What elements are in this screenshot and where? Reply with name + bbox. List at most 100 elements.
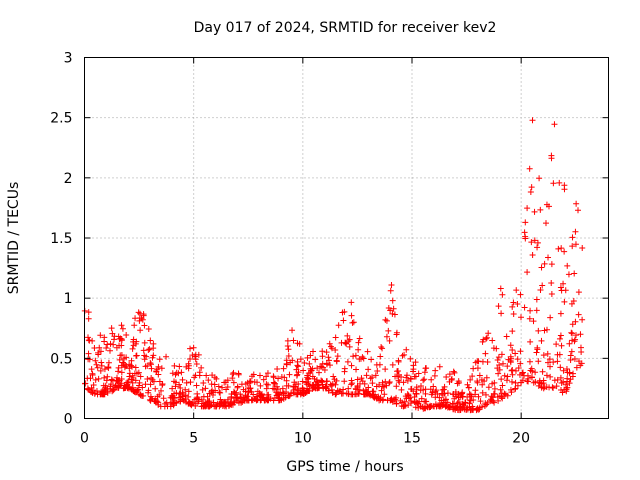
data-point [273, 383, 280, 390]
data-point [526, 315, 533, 322]
data-point [439, 402, 446, 409]
data-point [195, 398, 202, 405]
data-point [100, 382, 107, 389]
data-point [509, 346, 516, 353]
data-point [176, 363, 183, 370]
data-point [378, 387, 385, 394]
data-point [200, 379, 207, 386]
data-point [557, 284, 564, 291]
data-point [512, 350, 519, 357]
data-point [535, 327, 542, 334]
data-point [361, 391, 368, 398]
data-point [187, 379, 194, 386]
data-point [400, 379, 407, 386]
data-point [136, 379, 143, 386]
data-point [431, 372, 438, 379]
data-point [126, 373, 133, 380]
data-point [314, 365, 321, 372]
data-point [512, 386, 519, 393]
data-point [250, 391, 257, 398]
data-point [497, 386, 504, 393]
data-point [465, 384, 472, 391]
data-point [221, 398, 228, 405]
data-point [475, 393, 482, 400]
data-point [381, 391, 388, 398]
data-point [499, 291, 506, 298]
data-point [529, 252, 536, 259]
data-point [117, 335, 124, 342]
data-point [545, 254, 552, 261]
data-point [283, 377, 290, 384]
data-point [518, 379, 525, 386]
data-point [487, 398, 494, 405]
data-point [561, 182, 568, 189]
data-point [564, 384, 571, 391]
data-point [85, 309, 92, 316]
y-tick-label: 1 [64, 291, 73, 307]
data-point [451, 395, 458, 402]
data-point [386, 337, 393, 344]
data-point [417, 403, 424, 410]
data-point [381, 384, 388, 391]
data-point [142, 381, 149, 388]
data-point [394, 368, 401, 375]
data-point [379, 345, 386, 352]
data-point [412, 373, 419, 380]
data-point [145, 346, 152, 353]
data-point [299, 378, 306, 385]
data-point [223, 386, 230, 393]
data-point [446, 371, 453, 378]
data-point [345, 385, 352, 392]
data-point [108, 376, 115, 383]
data-point [118, 369, 125, 376]
data-point [567, 356, 574, 363]
data-point [411, 394, 418, 401]
data-point [521, 304, 528, 311]
data-point [527, 188, 534, 195]
data-point [229, 375, 236, 382]
data-point [88, 388, 95, 395]
data-point [509, 303, 516, 310]
data-point [124, 379, 131, 386]
data-point [85, 334, 92, 341]
data-point [251, 379, 258, 386]
data-point [295, 380, 302, 387]
data-point [415, 370, 422, 377]
data-point [185, 388, 192, 395]
data-point [147, 337, 154, 344]
data-point [529, 374, 536, 381]
data-point [88, 366, 95, 373]
data-point [560, 367, 567, 374]
data-point [136, 317, 143, 324]
data-point [348, 312, 355, 319]
data-point [176, 381, 183, 388]
data-point [121, 355, 128, 362]
data-point [491, 390, 498, 397]
data-point [105, 359, 112, 366]
data-point [489, 337, 496, 344]
data-point [543, 383, 550, 390]
data-point [368, 356, 375, 363]
data-point [274, 365, 281, 372]
data-point [179, 376, 186, 383]
data-point [573, 200, 580, 207]
data-point [432, 394, 439, 401]
data-point [499, 395, 506, 402]
data-point [404, 377, 411, 384]
data-point [98, 359, 105, 366]
data-point [278, 373, 285, 380]
data-point [405, 395, 412, 402]
data-point [335, 322, 342, 329]
data-point [539, 368, 546, 375]
data-point [477, 398, 484, 405]
data-point [182, 396, 189, 403]
data-point [562, 381, 569, 388]
data-point [472, 359, 479, 366]
data-point [349, 319, 356, 326]
data-point [522, 233, 529, 240]
y-tick-label: 2.5 [50, 111, 72, 127]
data-point [376, 381, 383, 388]
data-point [294, 371, 301, 378]
data-point [365, 384, 372, 391]
data-point [169, 370, 176, 377]
